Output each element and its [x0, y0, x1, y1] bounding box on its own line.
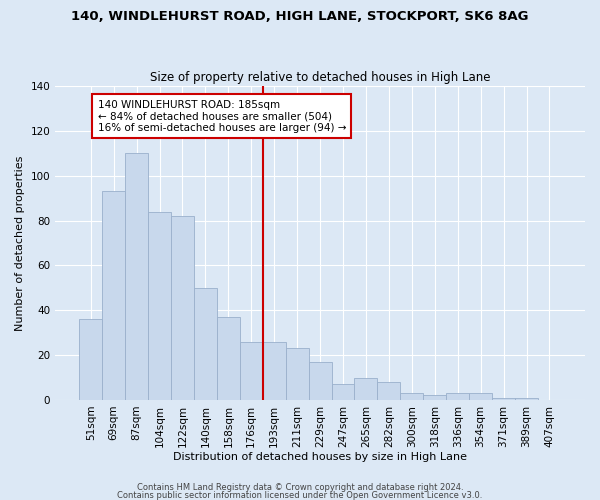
- Text: 140, WINDLEHURST ROAD, HIGH LANE, STOCKPORT, SK6 8AG: 140, WINDLEHURST ROAD, HIGH LANE, STOCKP…: [71, 10, 529, 23]
- Bar: [171, 216, 194, 400]
- Bar: [423, 396, 446, 400]
- Bar: [332, 384, 355, 400]
- Bar: [308, 362, 332, 400]
- X-axis label: Distribution of detached houses by size in High Lane: Distribution of detached houses by size …: [173, 452, 467, 462]
- Bar: [148, 212, 171, 400]
- Bar: [400, 393, 423, 400]
- Text: Contains public sector information licensed under the Open Government Licence v3: Contains public sector information licen…: [118, 491, 482, 500]
- Bar: [492, 398, 515, 400]
- Text: 140 WINDLEHURST ROAD: 185sqm
← 84% of detached houses are smaller (504)
16% of s: 140 WINDLEHURST ROAD: 185sqm ← 84% of de…: [98, 100, 346, 132]
- Bar: [217, 317, 240, 400]
- Text: Contains HM Land Registry data © Crown copyright and database right 2024.: Contains HM Land Registry data © Crown c…: [137, 484, 463, 492]
- Bar: [125, 154, 148, 400]
- Bar: [515, 398, 538, 400]
- Bar: [263, 342, 286, 400]
- Bar: [194, 288, 217, 400]
- Title: Size of property relative to detached houses in High Lane: Size of property relative to detached ho…: [150, 70, 490, 84]
- Bar: [377, 382, 400, 400]
- Y-axis label: Number of detached properties: Number of detached properties: [15, 156, 25, 330]
- Bar: [240, 342, 263, 400]
- Bar: [469, 393, 492, 400]
- Bar: [286, 348, 308, 400]
- Bar: [446, 393, 469, 400]
- Bar: [102, 192, 125, 400]
- Bar: [355, 378, 377, 400]
- Bar: [79, 319, 102, 400]
